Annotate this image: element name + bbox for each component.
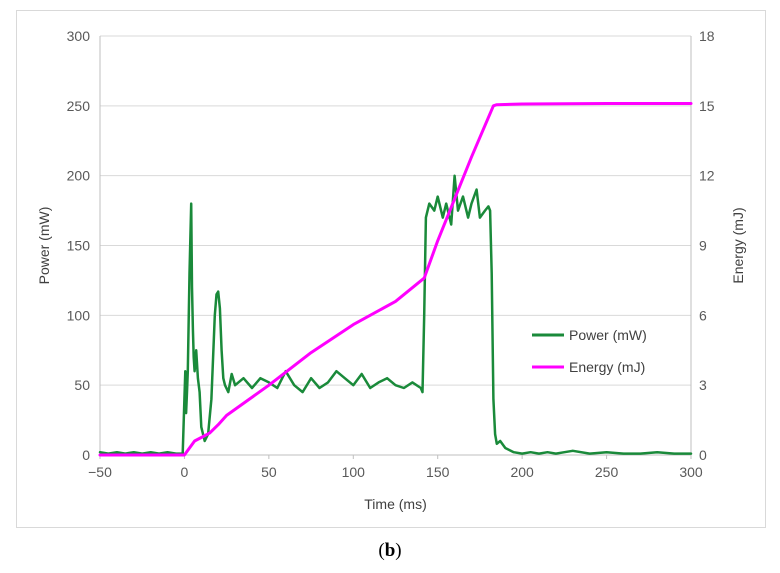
y2-tick-label: 9 — [699, 238, 707, 254]
y2-tick-label: 6 — [699, 307, 707, 323]
y-tick-label: 100 — [67, 307, 91, 323]
x-tick-label: 100 — [342, 464, 366, 480]
x-tick-label: 200 — [510, 464, 534, 480]
x-tick-label: 250 — [595, 464, 619, 480]
y-tick-label: 50 — [74, 377, 90, 393]
series-line-power — [98, 174, 693, 455]
y2-tick-label: 15 — [699, 98, 715, 114]
y-axis-title: Power (mW) — [36, 207, 52, 285]
y-tick-label: 150 — [67, 238, 91, 254]
y2-tick-label: 0 — [699, 447, 707, 463]
legend-label-power: Power (mW) — [569, 327, 647, 343]
x-tick-label: 50 — [261, 464, 277, 480]
legend-label-energy: Energy (mJ) — [569, 359, 645, 375]
chart-frame: 0 0 50 3 100 6 150 9 200 12 250 15 300 18 −50 0 50 100 150… — [16, 10, 766, 528]
y2-tick-label: 3 — [699, 377, 707, 393]
y2-tick-label: 18 — [699, 28, 715, 44]
x-axis-title: Time (ms) — [364, 496, 426, 512]
y-tick-label: 200 — [67, 168, 91, 184]
x-tick-label: 0 — [181, 464, 189, 480]
y2-tick-label: 12 — [699, 168, 715, 184]
series-line-energy — [98, 102, 693, 457]
y-tick-label: 250 — [67, 98, 91, 114]
caption-open-paren: ( — [378, 540, 385, 561]
x-tick-label: −50 — [88, 464, 112, 480]
y-tick-label: 0 — [82, 447, 90, 463]
y2-axis-title: Energy (mJ) — [730, 207, 746, 283]
x-tick-label: 300 — [679, 464, 703, 480]
caption-letter: b — [384, 540, 396, 561]
x-tick-label: 150 — [426, 464, 450, 480]
figure-caption: (b) — [0, 540, 780, 562]
y-tick-label: 300 — [67, 28, 91, 44]
caption-close-paren: ) — [395, 540, 402, 561]
